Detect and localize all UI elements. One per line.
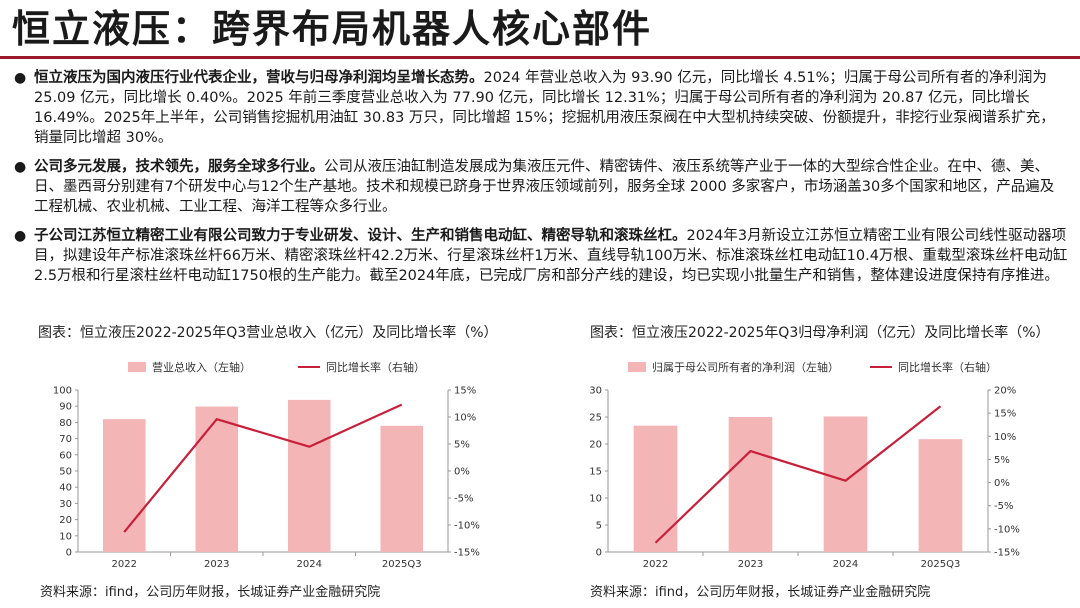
bar — [728, 417, 773, 552]
right-tick-label: 20% — [994, 386, 1016, 397]
growth-rate-line — [654, 405, 942, 544]
x-tick-label: 2025Q3 — [921, 559, 961, 570]
left-tick-label: 90 — [59, 402, 72, 413]
chart-caption-revenue: 图表：恒立液压2022-2025年Q3营业总收入（亿元）及同比增长率（%） — [38, 325, 498, 341]
right-tick-label: 0% — [454, 467, 470, 478]
left-tick-label: 20 — [59, 515, 72, 526]
bullet-body: 2024年3月新设立江苏恒立精密工业有限公司线性驱动器项目，拟建设年产标准滚珠丝… — [34, 228, 1068, 284]
chart-caption-net-profit: 图表：恒立液压2022-2025年Q3归母净利润（亿元）及同比增长率（%） — [590, 325, 1050, 341]
bullet-lead: 恒立液压为国内液压行业代表企业，营收与归母净利润均呈增长态势。 — [34, 70, 484, 86]
left-tick-label: 10 — [589, 494, 602, 505]
left-tick-label: 80 — [59, 418, 72, 429]
x-tick-label: 2025Q3 — [382, 559, 422, 570]
left-tick-label: 0 — [66, 548, 72, 559]
x-tick-label: 2023 — [204, 559, 229, 570]
x-tick-label: 2023 — [738, 559, 763, 570]
right-tick-label: -10% — [994, 524, 1020, 535]
right-tick-label: 5% — [454, 440, 470, 451]
revenue-chart: 营业总收入（左轴） 同比增长率（右轴） 0 10 20 30 40 50 60 70 80 90 100… — [53, 360, 480, 570]
chart-source-net-profit: 资料来源：ifind，公司历年财报，长城证券产业金融研究院 — [590, 585, 931, 600]
left-tick-label: 10 — [59, 531, 72, 542]
bullet-lead: 公司多元发展，技术领先，服务全球多行业。 — [34, 159, 324, 175]
right-tick-label: 10% — [994, 432, 1016, 443]
right-tick-label: -5% — [994, 501, 1013, 512]
left-tick-label: 0 — [596, 548, 602, 559]
legend-bar-label: 归属于母公司所有者的净利润（左轴） — [652, 360, 839, 374]
right-tick-label: -15% — [454, 548, 480, 559]
bullet-item: ● 恒立液压为国内液压行业代表企业，营收与归母净利润均呈增长态势。2024 年营… — [14, 68, 1068, 148]
x-tick-label: 2024 — [297, 559, 322, 570]
x-tick-label: 2022 — [112, 559, 137, 570]
right-tick-label: -5% — [454, 494, 473, 505]
left-tick-label: 70 — [59, 434, 72, 445]
legend-line-label: 同比增长率（右轴） — [326, 360, 425, 374]
bar — [380, 425, 424, 552]
legend-bar-label: 营业总收入（左轴） — [152, 360, 251, 374]
legend-line-label: 同比增长率（右轴） — [898, 360, 997, 374]
bullet-dot: ● — [14, 228, 27, 244]
bullet-item: ● 子公司江苏恒立精密工业有限公司致力于专业研发、设计、生产和销售电动缸、精密导… — [14, 226, 1068, 286]
left-tick-label: 30 — [59, 499, 72, 510]
bar — [918, 439, 963, 552]
net-profit-chart: 归属于母公司所有者的净利润（左轴） 同比增长率（右轴） 0 5 10 15 20 25 30 -1… — [589, 360, 1020, 570]
bullet-item: ● 公司多元发展，技术领先，服务全球多行业。公司从液压油缸制造发展成为集液压元件… — [14, 157, 1068, 217]
bullet-body: 公司从液压油缸制造发展成为集液压元件、精密铸件、液压系统等产业于一体的大型综合性… — [34, 159, 1055, 215]
bullet-list: ● 恒立液压为国内液压行业代表企业，营收与归母净利润均呈增长态势。2024 年营… — [14, 68, 1068, 295]
bullet-body: 2024 年营业总收入为 93.90 亿元，同比增长 4.51%；归属于母公司所… — [34, 70, 1055, 146]
left-tick-label: 100 — [53, 386, 72, 397]
left-tick-label: 40 — [59, 483, 72, 494]
left-tick-label: 60 — [59, 450, 72, 461]
left-tick-label: 30 — [589, 386, 602, 397]
bar — [195, 406, 239, 552]
right-tick-label: 10% — [454, 413, 476, 424]
left-tick-label: 50 — [59, 467, 72, 478]
x-tick-label: 2024 — [833, 559, 858, 570]
growth-rate-line — [123, 403, 403, 533]
chart-source-revenue: 资料来源：ifind，公司历年财报，长城证券产业金融研究院 — [40, 585, 381, 600]
right-tick-label: 0% — [994, 478, 1010, 489]
bullet-dot: ● — [14, 70, 27, 86]
bar — [287, 399, 331, 552]
bar — [102, 419, 146, 552]
bullet-lead: 子公司江苏恒立精密工业有限公司致力于专业研发、设计、生产和销售电动缸、精密导轨和… — [34, 228, 687, 244]
right-tick-label: 15% — [994, 409, 1016, 420]
right-tick-label: 5% — [994, 455, 1010, 466]
right-tick-label: -15% — [994, 548, 1020, 559]
legend-bar-swatch — [628, 362, 646, 372]
x-tick-label: 2022 — [643, 559, 668, 570]
title-divider — [0, 56, 1080, 59]
left-tick-label: 5 — [596, 521, 602, 532]
left-tick-label: 15 — [589, 467, 602, 478]
bar — [823, 416, 868, 552]
legend-bar-swatch — [128, 362, 146, 372]
right-tick-label: -10% — [454, 521, 480, 532]
left-tick-label: 25 — [589, 413, 602, 424]
left-tick-label: 20 — [589, 440, 602, 451]
page-title: 恒立液压：跨界布局机器人核心部件 — [12, 7, 653, 51]
right-tick-label: 15% — [454, 386, 476, 397]
bullet-dot: ● — [14, 159, 27, 175]
bar — [633, 425, 678, 552]
